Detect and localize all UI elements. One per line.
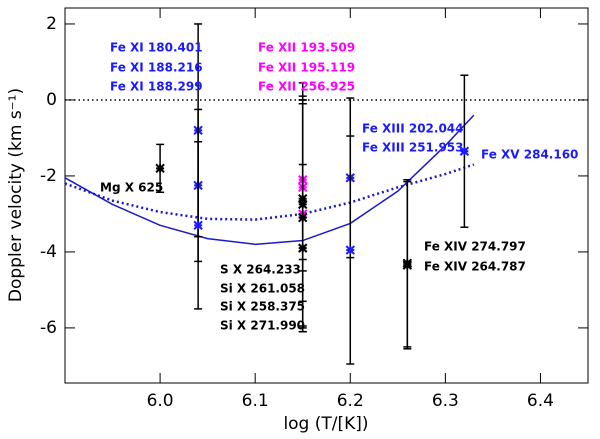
data-point [193, 220, 203, 231]
annotation: Si X 258.375 [220, 300, 305, 314]
fit-curve [64, 163, 475, 221]
annotation: Si X 261.058 [220, 282, 305, 296]
x-tick-label: 6.3 [432, 391, 459, 411]
annotation: Fe XV 284.160 [481, 148, 578, 162]
annotation: Fe XIII 202.044 [362, 122, 464, 136]
annotation: Fe XIV 264.787 [424, 260, 526, 274]
annotation: Fe XII 256.925 [258, 80, 355, 94]
y-tick-label: -2 [40, 166, 57, 186]
data-point [345, 245, 355, 255]
annotation: Si X 271.990 [220, 319, 305, 333]
x-axis-label: log (T/[K]) [283, 414, 368, 434]
annotation: S X 264.233 [220, 263, 301, 277]
x-tick-label: 6.2 [337, 391, 364, 411]
annotation: Mg X 625 [100, 181, 163, 195]
x-tick-label: 6.4 [527, 391, 554, 411]
annotation: Fe XI 180.401 [110, 41, 203, 55]
data-point [402, 258, 413, 269]
x-tick-label: 6.0 [147, 391, 174, 411]
annotation: Fe XIV 274.797 [424, 240, 526, 254]
fit-curve [64, 114, 475, 246]
data-point [298, 243, 308, 253]
data-point [155, 163, 165, 174]
annotation: Fe XII 195.119 [258, 61, 355, 75]
plot-frame [64, 7, 589, 384]
y-axis-label: Doppler velocity (km s⁻¹) [6, 88, 26, 302]
x-tick-label: 6.1 [242, 391, 269, 411]
annotation: Fe XIII 251.953 [362, 141, 464, 155]
y-tick-label: 2 [46, 14, 57, 34]
annotation: Fe XI 188.299 [110, 80, 203, 94]
annotation: Fe XII 193.509 [258, 41, 355, 55]
y-tick-label: -6 [40, 318, 57, 338]
y-tick-label: 0 [46, 90, 57, 110]
data-point [459, 146, 470, 156]
annotation: Fe XI 188.216 [110, 61, 203, 75]
y-tick-label: -4 [40, 242, 57, 262]
